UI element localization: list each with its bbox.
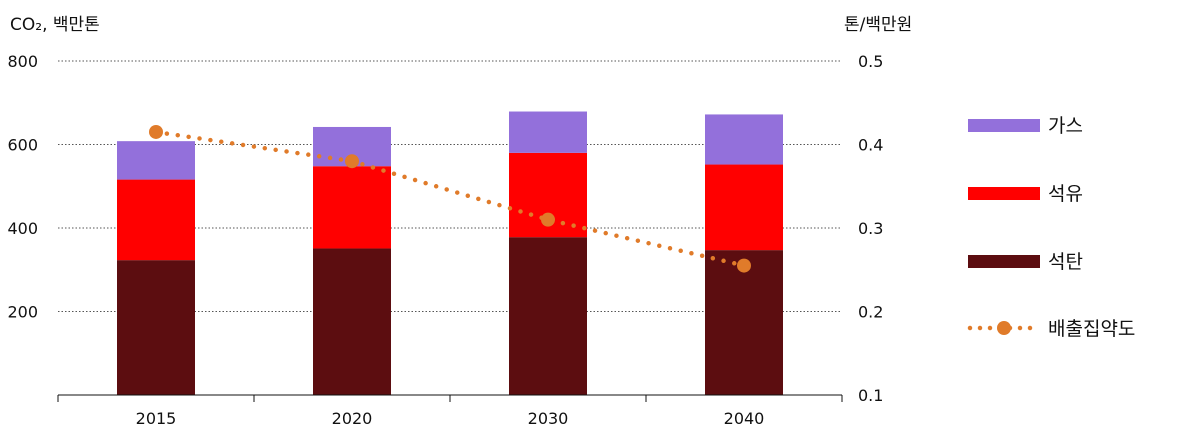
left-axis-unit-label: CO₂, 백만톤 [10, 15, 100, 35]
bar-layer [117, 111, 783, 395]
legend-swatch [968, 119, 1040, 132]
left-tick-label: 400 [7, 219, 38, 238]
legend-label: 가스 [1048, 115, 1083, 137]
right-tick-label: 0.5 [858, 52, 883, 71]
left-tick-label: 600 [7, 136, 38, 155]
bar-segment [117, 141, 195, 180]
intensity-marker [737, 258, 751, 273]
x-tick-label: 2020 [332, 409, 373, 428]
axis-layer: CO₂, 백만톤 톤/백만원 200 400 600 800 0.1 0.2 0.3 0.4 0… [7, 15, 912, 428]
intensity-marker [541, 212, 555, 227]
bar-segment [705, 114, 783, 165]
bar-segment [509, 237, 587, 395]
x-tick-label: 2030 [528, 409, 569, 428]
bar-segment [313, 248, 391, 395]
bar-segment [117, 260, 195, 395]
bar-segment [313, 166, 391, 249]
intensity-line [153, 129, 747, 268]
right-tick-label: 0.4 [858, 136, 883, 155]
right-axis-unit-label: 톤/백만원 [844, 15, 912, 35]
bar-segment [705, 164, 783, 251]
left-tick-label: 800 [7, 52, 38, 71]
x-tick-label: 2015 [136, 409, 177, 428]
right-tick-label: 0.1 [858, 386, 883, 405]
bar-segment [509, 111, 587, 153]
intensity-marker [149, 124, 163, 139]
legend-label: 배출집약도 [1048, 318, 1135, 340]
bar-segment [117, 179, 195, 261]
line-layer [149, 124, 751, 273]
legend-label: 석유 [1048, 183, 1083, 205]
right-tick-label: 0.2 [858, 303, 883, 322]
legend-label: 석탄 [1048, 251, 1083, 273]
left-tick-label: 200 [7, 303, 38, 322]
bar-segment [705, 250, 783, 395]
legend-marker [997, 321, 1011, 335]
x-tick-label: 2040 [724, 409, 765, 428]
legend-swatch [968, 187, 1040, 200]
right-tick-label: 0.3 [858, 219, 883, 238]
legend-swatch [968, 255, 1040, 268]
intensity-marker [345, 154, 359, 169]
